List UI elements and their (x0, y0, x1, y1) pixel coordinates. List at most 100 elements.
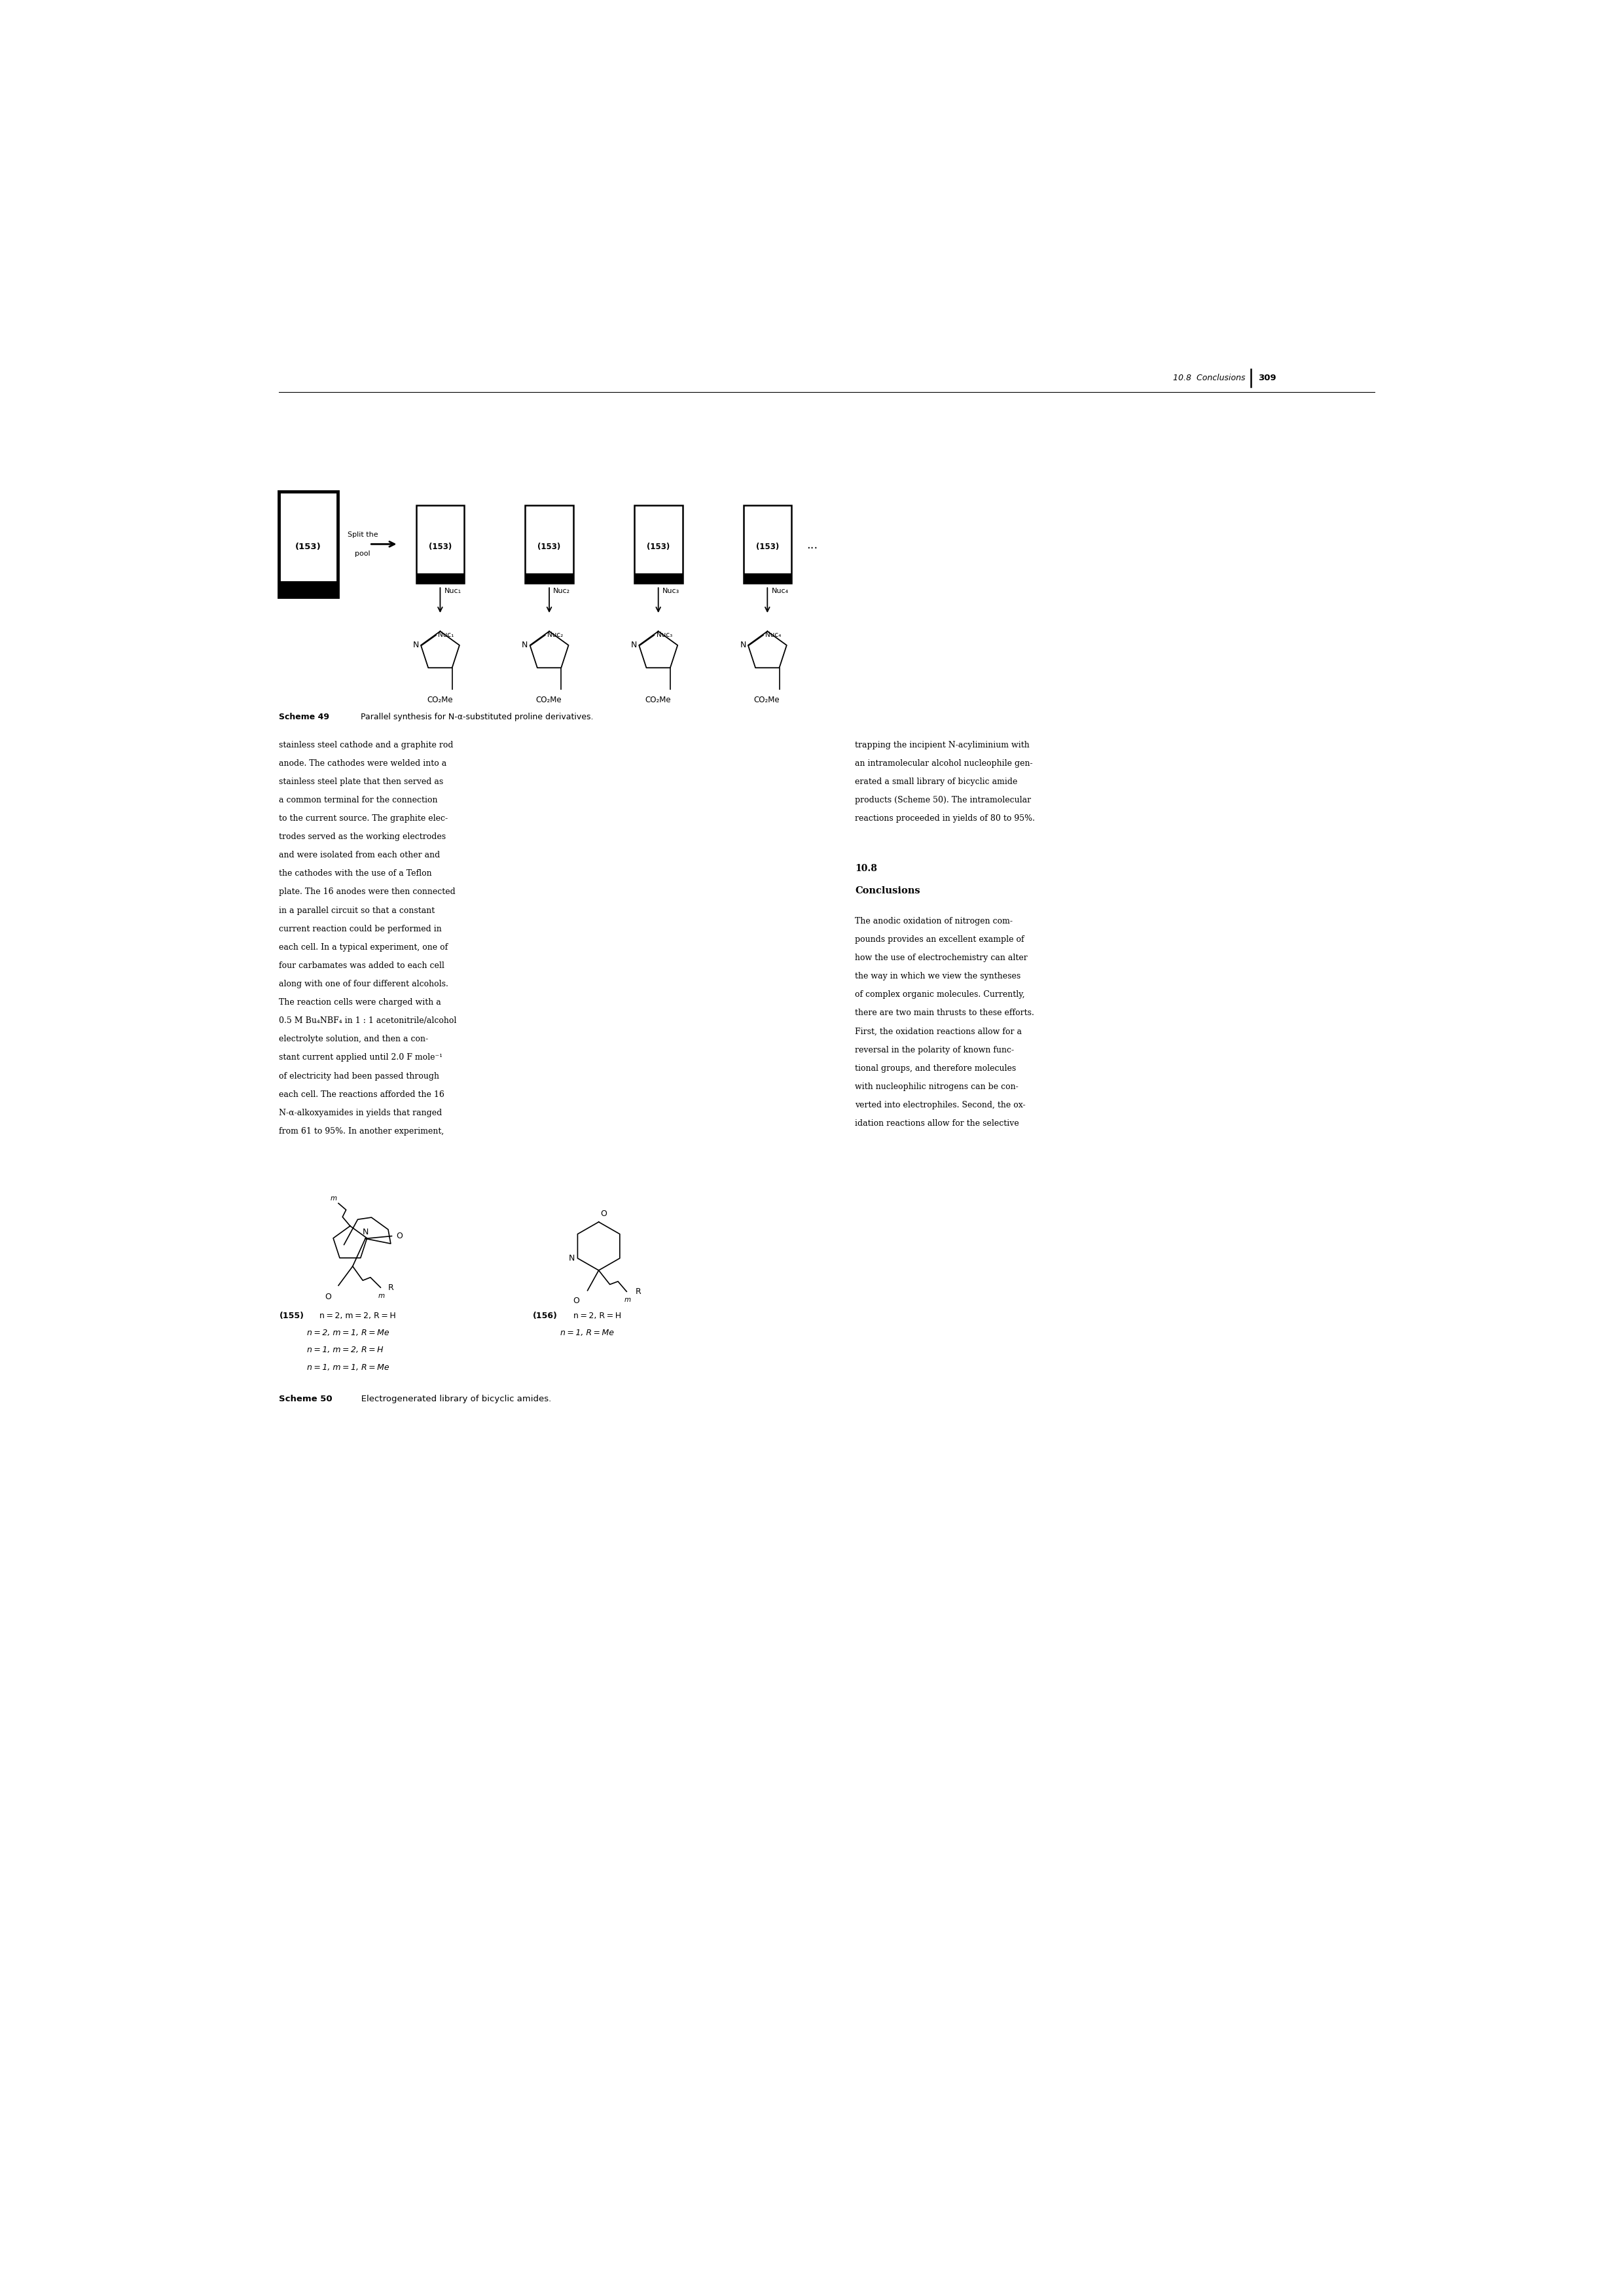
Text: Electrogenerated library of bicyclic amides.: Electrogenerated library of bicyclic ami… (352, 1396, 551, 1403)
Text: N: N (741, 641, 745, 650)
Text: n = 1, R = Me: n = 1, R = Me (560, 1329, 614, 1336)
Text: O: O (325, 1293, 331, 1302)
Bar (279, 581, 338, 597)
Text: products (Scheme 50). The intramolecular: products (Scheme 50). The intramolecular (854, 797, 1031, 804)
Text: N: N (630, 641, 637, 650)
Text: 10.8  Conclusions: 10.8 Conclusions (1173, 374, 1246, 383)
Text: O: O (573, 1297, 580, 1304)
Text: (153): (153) (646, 542, 669, 551)
Text: Nuc₄: Nuc₄ (771, 588, 789, 595)
Text: how the use of electrochemistry can alter: how the use of electrochemistry can alte… (854, 953, 1028, 962)
Text: n = 2, m = 2, R = H: n = 2, m = 2, R = H (317, 1311, 396, 1320)
Text: Parallel synthesis for N-α-substituted proline derivatives.: Parallel synthesis for N-α-substituted p… (352, 714, 593, 721)
Text: stainless steel cathode and a graphite rod: stainless steel cathode and a graphite r… (279, 742, 453, 748)
Text: ...: ... (807, 540, 818, 551)
Text: (153): (153) (296, 542, 322, 551)
Text: (155): (155) (279, 1311, 304, 1320)
Text: Nuc₂: Nuc₂ (554, 588, 570, 595)
Text: Nuc₃: Nuc₃ (656, 631, 672, 638)
Bar (416, 574, 464, 583)
Text: a common terminal for the connection: a common terminal for the connection (279, 797, 438, 804)
Text: four carbamates was added to each cell: four carbamates was added to each cell (279, 962, 445, 969)
Text: N-α-alkoxyamides in yields that ranged: N-α-alkoxyamides in yields that ranged (279, 1109, 442, 1118)
Text: N: N (362, 1228, 369, 1235)
Text: (153): (153) (755, 542, 780, 551)
Bar (416, 505, 464, 583)
Text: n = 2, R = H: n = 2, R = H (570, 1311, 622, 1320)
Bar (744, 574, 791, 583)
Text: m: m (331, 1196, 338, 1201)
Text: plate. The 16 anodes were then connected: plate. The 16 anodes were then connected (279, 889, 456, 895)
Text: CO₂Me: CO₂Me (427, 696, 453, 705)
Text: CO₂Me: CO₂Me (754, 696, 780, 705)
Text: n = 1, m = 2, R = H: n = 1, m = 2, R = H (307, 1345, 383, 1355)
Text: N: N (568, 1254, 575, 1263)
Text: the way in which we view the syntheses: the way in which we view the syntheses (854, 971, 1020, 980)
Text: each cell. The reactions afforded the 16: each cell. The reactions afforded the 16 (279, 1091, 445, 1100)
Text: in a parallel circuit so that a constant: in a parallel circuit so that a constant (279, 907, 435, 914)
Text: N: N (521, 641, 528, 650)
Text: pool: pool (356, 551, 370, 556)
Text: CO₂Me: CO₂Me (536, 696, 562, 705)
Text: with nucleophilic nitrogens can be con-: with nucleophilic nitrogens can be con- (854, 1081, 1018, 1091)
Text: (153): (153) (538, 542, 560, 551)
Text: 0.5 M Bu₄NBF₄ in 1 : 1 acetonitrile/alcohol: 0.5 M Bu₄NBF₄ in 1 : 1 acetonitrile/alco… (279, 1017, 456, 1024)
Text: The anodic oxidation of nitrogen com-: The anodic oxidation of nitrogen com- (854, 916, 1013, 925)
Text: N: N (412, 641, 419, 650)
Bar (744, 505, 791, 583)
Text: pounds provides an excellent example of: pounds provides an excellent example of (854, 934, 1025, 944)
Text: m: m (378, 1293, 385, 1300)
Text: m: m (624, 1297, 630, 1304)
Text: and were isolated from each other and: and were isolated from each other and (279, 852, 440, 859)
Text: O: O (396, 1233, 403, 1240)
Text: n = 2, m = 1, R = Me: n = 2, m = 1, R = Me (307, 1329, 390, 1336)
Text: (153): (153) (429, 542, 451, 551)
Text: Nuc₁: Nuc₁ (438, 631, 455, 638)
Bar (525, 505, 573, 583)
Text: to the current source. The graphite elec-: to the current source. The graphite elec… (279, 815, 448, 822)
Text: of complex organic molecules. Currently,: of complex organic molecules. Currently, (854, 990, 1025, 999)
Text: an intramolecular alcohol nucleophile gen-: an intramolecular alcohol nucleophile ge… (854, 760, 1033, 767)
Bar (635, 505, 682, 583)
Text: Scheme 50: Scheme 50 (279, 1396, 333, 1403)
Text: from 61 to 95%. In another experiment,: from 61 to 95%. In another experiment, (279, 1127, 445, 1137)
Text: Nuc₁: Nuc₁ (445, 588, 461, 595)
Text: anode. The cathodes were welded into a: anode. The cathodes were welded into a (279, 760, 447, 767)
Text: verted into electrophiles. Second, the ox-: verted into electrophiles. Second, the o… (854, 1100, 1025, 1109)
Text: R: R (388, 1283, 395, 1293)
Text: Scheme 49: Scheme 49 (279, 714, 330, 721)
Text: each cell. In a typical experiment, one of: each cell. In a typical experiment, one … (279, 944, 448, 951)
Text: (156): (156) (533, 1311, 557, 1320)
Text: Nuc₂: Nuc₂ (547, 631, 564, 638)
Text: O: O (601, 1210, 607, 1217)
Text: along with one of four different alcohols.: along with one of four different alcohol… (279, 980, 448, 987)
Bar (635, 574, 682, 583)
Text: trodes served as the working electrodes: trodes served as the working electrodes (279, 833, 447, 840)
Text: R: R (635, 1288, 641, 1295)
Text: idation reactions allow for the selective: idation reactions allow for the selectiv… (854, 1118, 1018, 1127)
Text: n = 1, m = 1, R = Me: n = 1, m = 1, R = Me (307, 1364, 390, 1371)
Text: current reaction could be performed in: current reaction could be performed in (279, 925, 442, 932)
Bar (525, 574, 573, 583)
Text: there are two main thrusts to these efforts.: there are two main thrusts to these effo… (854, 1008, 1034, 1017)
Text: stant current applied until 2.0 F mole⁻¹: stant current applied until 2.0 F mole⁻¹ (279, 1054, 443, 1061)
Text: 10.8: 10.8 (854, 863, 877, 872)
Text: erated a small library of bicyclic amide: erated a small library of bicyclic amide (854, 778, 1018, 785)
Text: reversal in the polarity of known func-: reversal in the polarity of known func- (854, 1045, 1013, 1054)
Text: Conclusions: Conclusions (854, 886, 921, 895)
Text: stainless steel plate that then served as: stainless steel plate that then served a… (279, 778, 443, 785)
Text: tional groups, and therefore molecules: tional groups, and therefore molecules (854, 1063, 1017, 1072)
Text: Nuc₃: Nuc₃ (663, 588, 679, 595)
Text: electrolyte solution, and then a con-: electrolyte solution, and then a con- (279, 1035, 429, 1042)
Text: First, the oxidation reactions allow for a: First, the oxidation reactions allow for… (854, 1026, 1021, 1035)
Text: Split the: Split the (348, 533, 378, 537)
Text: CO₂Me: CO₂Me (645, 696, 671, 705)
Bar (279, 491, 338, 597)
Text: trapping the incipient N-acyliminium with: trapping the incipient N-acyliminium wit… (854, 742, 1030, 748)
Text: of electricity had been passed through: of electricity had been passed through (279, 1072, 440, 1081)
Text: Nuc₄: Nuc₄ (765, 631, 781, 638)
Text: The reaction cells were charged with a: The reaction cells were charged with a (279, 999, 442, 1006)
Text: 309: 309 (1259, 374, 1276, 383)
Text: reactions proceeded in yields of 80 to 95%.: reactions proceeded in yields of 80 to 9… (854, 815, 1034, 822)
Text: the cathodes with the use of a Teflon: the cathodes with the use of a Teflon (279, 870, 432, 877)
